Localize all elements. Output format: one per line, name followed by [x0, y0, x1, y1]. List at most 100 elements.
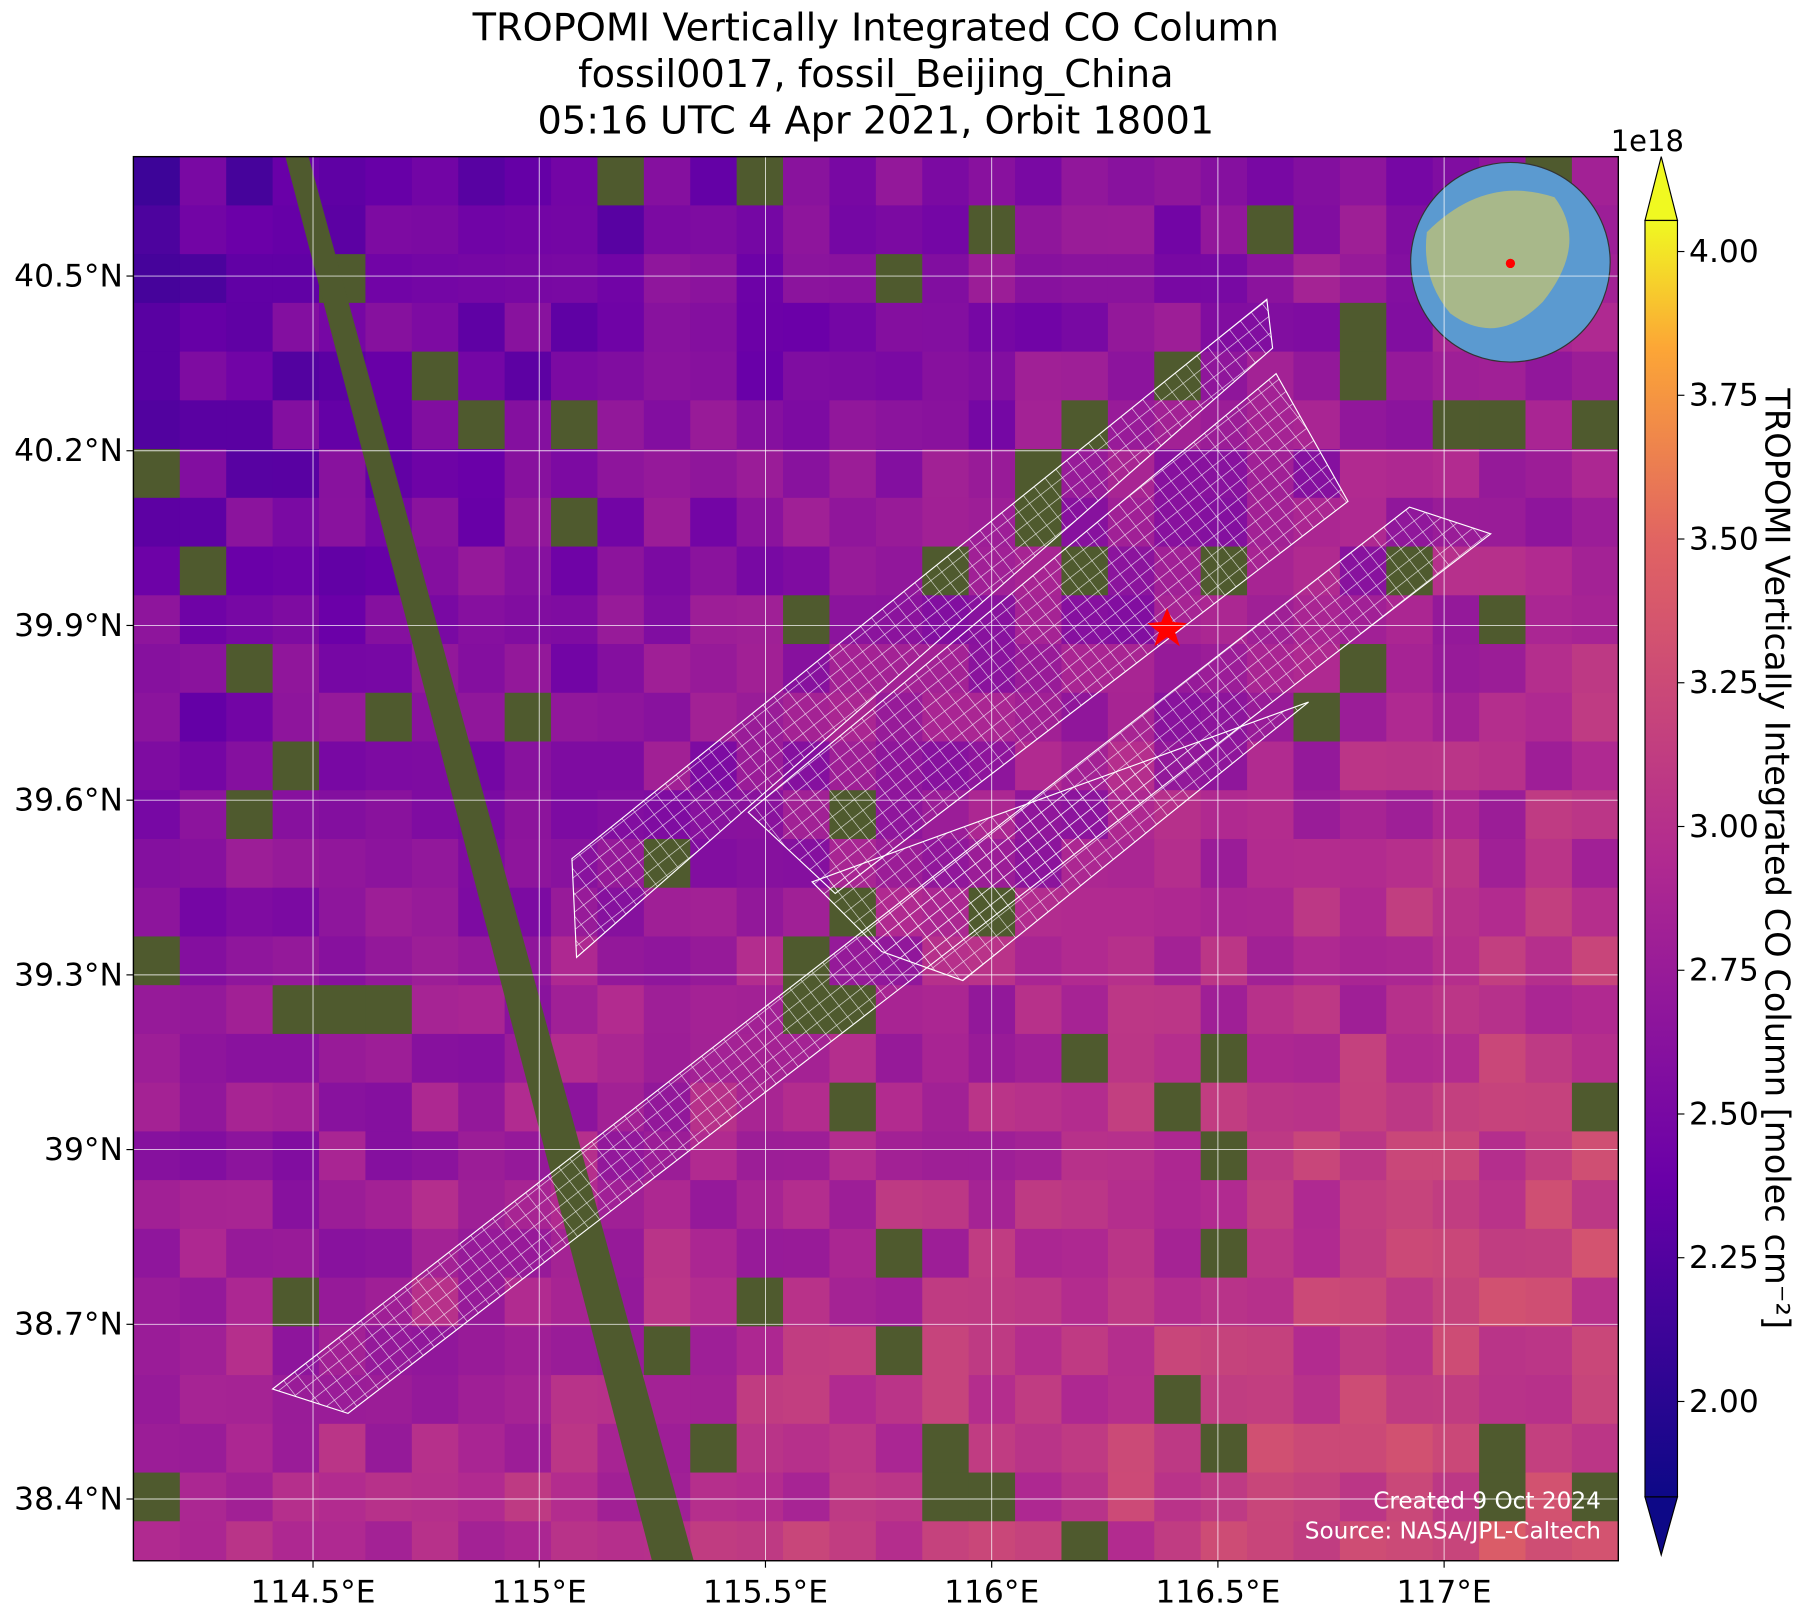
background-cell — [1107, 156, 1155, 206]
background-cell — [226, 1033, 274, 1084]
background-cell — [1061, 351, 1109, 401]
background-cell — [551, 741, 599, 791]
background-cell — [1061, 302, 1109, 353]
background-cell — [1479, 644, 1527, 694]
background-cell — [829, 1423, 877, 1474]
background-cell — [411, 449, 459, 499]
background-cell — [133, 595, 181, 645]
background-cell — [551, 205, 599, 255]
background-cell — [1154, 156, 1202, 206]
background-cell — [133, 1277, 181, 1327]
background-cell — [1154, 302, 1202, 353]
background-cell — [1571, 936, 1619, 986]
background-cell — [226, 156, 274, 206]
background-cell — [272, 1228, 320, 1279]
background-cell — [458, 497, 506, 548]
background-cell — [1432, 692, 1480, 743]
background-cell — [1339, 1375, 1387, 1425]
background-cell — [1247, 1521, 1295, 1561]
background-cell — [1154, 1521, 1202, 1561]
background-cell — [365, 838, 413, 889]
background-cell — [1525, 1033, 1573, 1084]
colorbar-frame — [1644, 219, 1679, 1498]
background-cell — [551, 1521, 599, 1561]
background-cell — [319, 497, 367, 548]
background-cell — [1015, 1082, 1063, 1132]
background-cell — [551, 644, 599, 694]
background-cell — [365, 692, 413, 743]
background-cell — [643, 692, 691, 743]
background-cell — [179, 205, 227, 255]
background-cell — [968, 1033, 1016, 1084]
background-cell — [968, 1326, 1016, 1376]
background-cell — [411, 790, 459, 840]
background-cell — [1015, 1228, 1063, 1279]
background-cell — [133, 644, 181, 694]
background-cell — [1293, 1033, 1341, 1084]
background-cell — [690, 1472, 738, 1522]
background-cell — [736, 546, 784, 596]
colorbar-tick-label: 2.50 — [1689, 1096, 1759, 1132]
background-cell — [1107, 1131, 1155, 1181]
background-cell — [1339, 400, 1387, 450]
background-cell — [922, 1375, 970, 1425]
background-cell — [783, 156, 831, 206]
background-cell — [1571, 1131, 1619, 1181]
background-cell — [875, 1521, 923, 1561]
background-cell — [1432, 449, 1480, 499]
background-cell — [411, 1180, 459, 1230]
background-cell — [226, 497, 274, 548]
background-cell — [1200, 1228, 1248, 1279]
x-tick-label: 116.5°E — [1155, 1575, 1280, 1606]
background-cell — [922, 1180, 970, 1230]
background-cell — [1479, 1228, 1527, 1279]
background-cell — [968, 156, 1016, 206]
background-cell — [1432, 1082, 1480, 1132]
background-cell — [1061, 1423, 1109, 1474]
background-cell — [1061, 205, 1109, 255]
background-cell — [1200, 156, 1248, 206]
background-cell — [365, 1521, 413, 1561]
background-cell — [179, 449, 227, 499]
globe-land — [1425, 190, 1570, 329]
background-cell — [179, 838, 227, 889]
background-cell — [968, 1472, 1016, 1522]
background-cell — [829, 205, 877, 255]
background-cell — [597, 595, 645, 645]
background-cell — [1525, 887, 1573, 938]
background-cell — [133, 838, 181, 889]
background-cell — [133, 1082, 181, 1132]
background-cell — [365, 644, 413, 694]
background-cell — [411, 887, 459, 938]
title-line: 05:16 UTC 4 Apr 2021, Orbit 18001 — [538, 98, 1215, 143]
background-cell — [1061, 1375, 1109, 1425]
colorbar-tick-label: 3.25 — [1689, 665, 1759, 701]
background-cell — [597, 351, 645, 401]
background-cell — [1154, 1375, 1202, 1425]
background-cell — [1061, 254, 1109, 304]
background-cell — [272, 302, 320, 353]
background-cell — [1525, 1277, 1573, 1327]
background-cell — [272, 546, 320, 596]
background-cell — [1432, 1277, 1480, 1327]
background-cell — [690, 1277, 738, 1327]
background-cell — [272, 1033, 320, 1084]
background-cell — [968, 985, 1016, 1035]
background-cell — [1107, 205, 1155, 255]
y-tick-label: 39.6°N — [14, 783, 123, 819]
background-cell — [133, 546, 181, 596]
background-cell — [1015, 351, 1063, 401]
background-cell — [1293, 887, 1341, 938]
background-cell — [411, 254, 459, 304]
background-cell — [690, 1326, 738, 1376]
background-cell — [1247, 1033, 1295, 1084]
background-cell — [690, 595, 738, 645]
background-cell — [597, 400, 645, 450]
background-cell — [272, 497, 320, 548]
background-cell — [365, 985, 413, 1035]
background-cell — [226, 1423, 274, 1474]
background-cell — [968, 449, 1016, 499]
background-cell — [829, 1180, 877, 1230]
background-cell — [690, 302, 738, 353]
background-cell — [133, 1472, 181, 1522]
